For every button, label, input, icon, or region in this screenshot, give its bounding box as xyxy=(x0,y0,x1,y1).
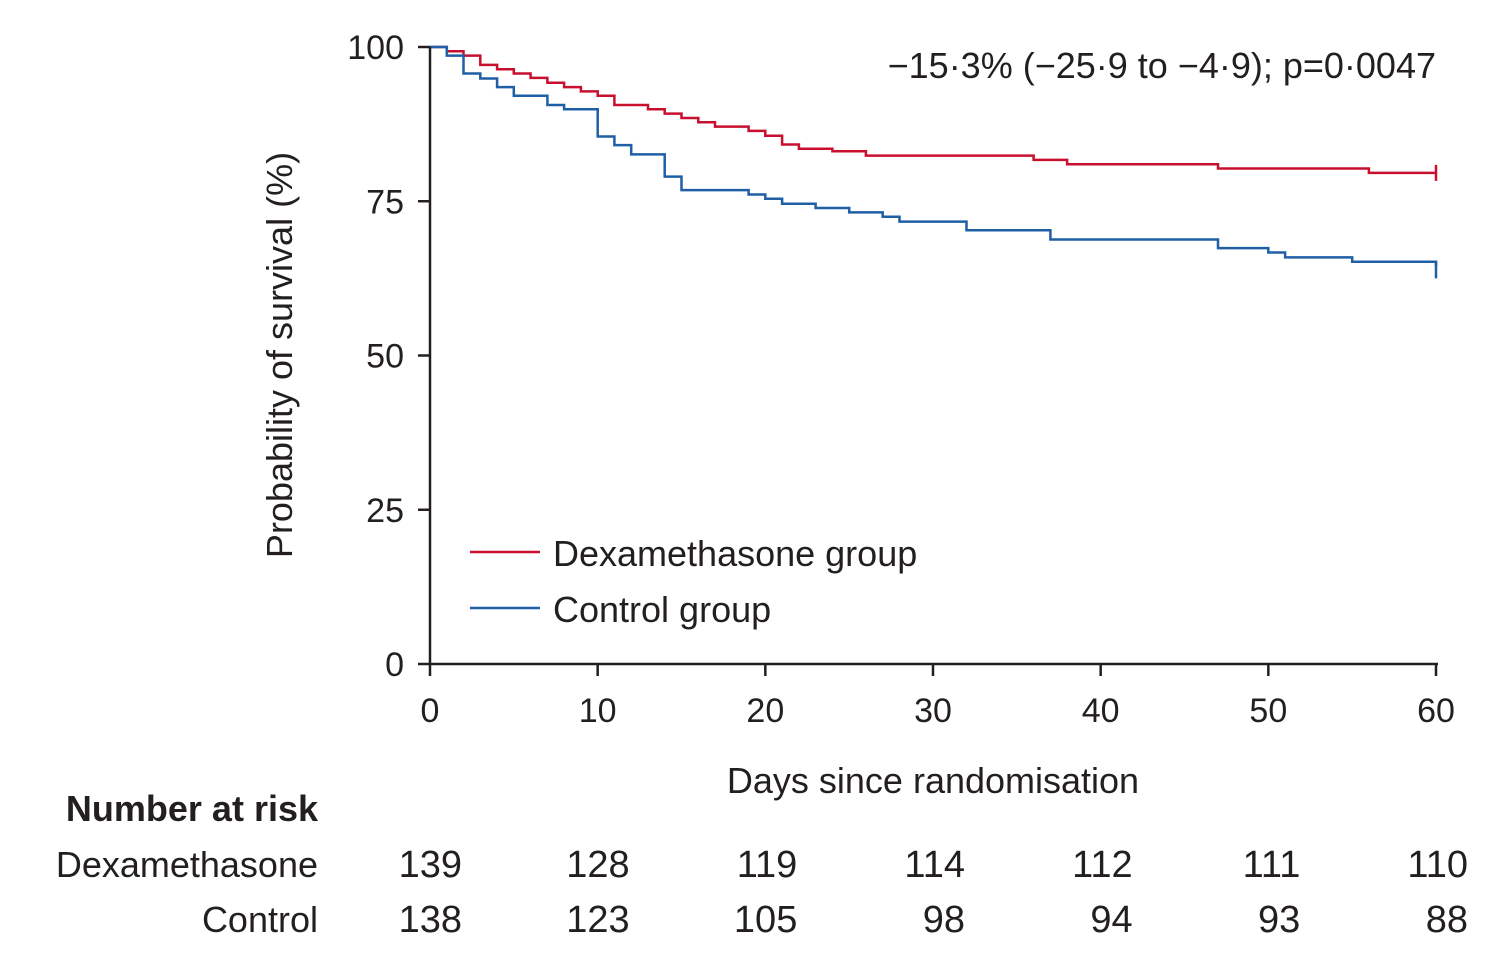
risk-value: 110 xyxy=(1407,844,1468,886)
x-axis-title: Days since randomisation xyxy=(727,760,1139,801)
x-tick-label: 20 xyxy=(746,692,784,730)
x-tick-label: 0 xyxy=(421,692,440,730)
risk-value: 94 xyxy=(1090,899,1132,941)
risk-value: 139 xyxy=(399,844,462,886)
risk-value: 98 xyxy=(923,899,965,941)
risk-values: 139 128 119 114 112 111 110 138 123 105 98 94 93 88 xyxy=(399,844,1468,941)
y-axis-title: Probability of survival (%) xyxy=(259,152,300,558)
x-tick-label: 10 xyxy=(579,692,617,730)
y-ticks: 0 25 50 75 100 xyxy=(347,29,430,684)
annotation-text: −15·3% (−25·9 to −4·9); p=0·0047 xyxy=(888,45,1436,86)
risk-value: 105 xyxy=(734,899,797,941)
risk-value: 119 xyxy=(737,844,798,886)
legend-label-dexamethasone: Dexamethasone group xyxy=(553,533,917,574)
legend: Dexamethasone group Control group xyxy=(470,533,917,630)
risk-row-label-dexamethasone: Dexamethasone xyxy=(56,844,318,885)
x-tick-label: 30 xyxy=(914,692,952,730)
risk-table-title: Number at risk xyxy=(66,788,319,829)
y-tick-label: 50 xyxy=(366,338,404,376)
x-tick-label: 60 xyxy=(1417,692,1455,730)
y-tick-label: 75 xyxy=(366,183,404,221)
x-ticks: 0 10 20 30 40 50 60 xyxy=(421,664,1455,730)
y-tick-label: 0 xyxy=(385,646,404,684)
risk-value: 114 xyxy=(904,844,965,886)
x-tick-label: 50 xyxy=(1249,692,1287,730)
y-tick-label: 100 xyxy=(347,29,404,67)
y-tick-label: 25 xyxy=(366,492,404,530)
number-at-risk-table: Number at risk Dexamethasone Control 139… xyxy=(56,788,1468,941)
series-line-1 xyxy=(430,45,1438,266)
legend-label-control: Control group xyxy=(553,589,771,630)
series-line-0 xyxy=(430,45,1436,175)
risk-value: 128 xyxy=(566,844,629,886)
risk-value: 93 xyxy=(1258,899,1300,941)
risk-value: 88 xyxy=(1426,899,1468,941)
risk-row-label-control: Control xyxy=(202,899,318,940)
risk-value: 111 xyxy=(1243,844,1301,886)
risk-value: 138 xyxy=(399,899,462,941)
risk-value: 123 xyxy=(566,899,629,941)
plot-curves xyxy=(430,45,1438,279)
risk-value: 112 xyxy=(1072,844,1133,886)
x-tick-label: 40 xyxy=(1082,692,1120,730)
